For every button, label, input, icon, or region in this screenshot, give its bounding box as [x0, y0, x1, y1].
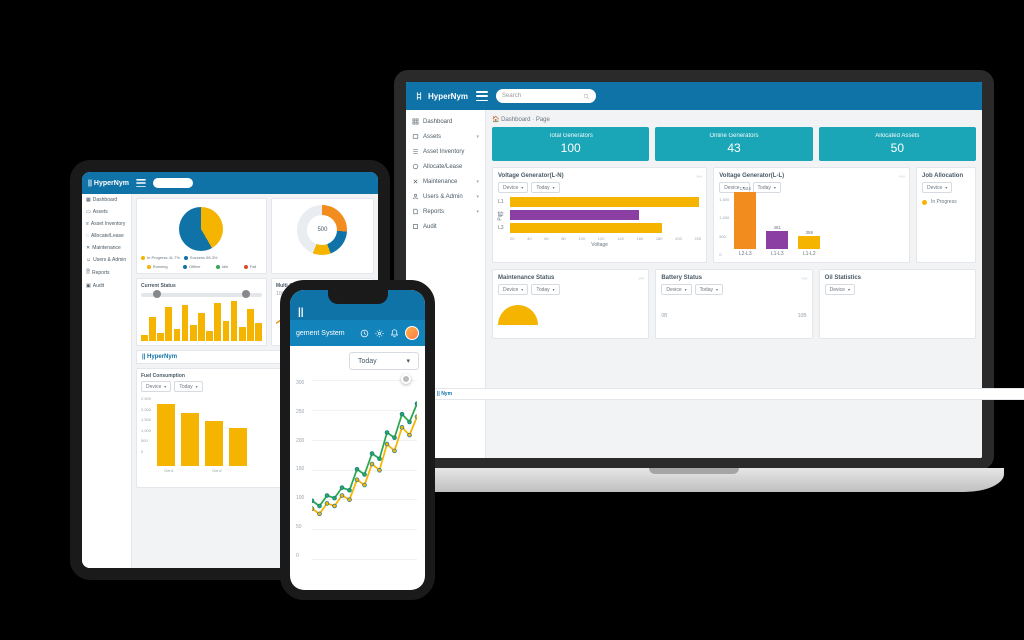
panel-title: Job Allocation: [922, 173, 970, 179]
bar-chart: [141, 301, 262, 341]
panel-battery: 〰 Battery Status Device▾ Today▾ 0B 10B: [655, 269, 812, 339]
expand-icon[interactable]: 〰: [899, 172, 905, 181]
laptop-device: HyperNym Search Dashboard Assets▾ Asset …: [384, 70, 1004, 492]
menu-toggle-icon[interactable]: [476, 91, 488, 101]
search-placeholder: Search: [502, 93, 521, 99]
period-select[interactable]: Today▾: [531, 182, 559, 193]
search-icon: [583, 93, 590, 100]
line-chart: 300250200150100500: [296, 376, 419, 584]
sidebar-item-audit[interactable]: Audit: [406, 219, 485, 234]
app-nav: gement System: [290, 320, 425, 346]
panel-title: Voltage Generator(L-N): [498, 173, 701, 179]
panel-title: Voltage Generator(L-L): [719, 173, 904, 179]
expand-icon[interactable]: 〰: [802, 274, 808, 283]
main-content: Today▾ 300250200150100500: [290, 346, 425, 590]
sidebar-item-assets[interactable]: Assets▾: [406, 129, 485, 144]
sidebar-item-lease[interactable]: Allocate/Lease: [406, 159, 485, 174]
device-select[interactable]: Device▾: [498, 284, 528, 295]
brand-strip: || Nym: [432, 388, 1024, 400]
panel-donut: 500: [271, 198, 374, 274]
laptop-screen: HyperNym Search Dashboard Assets▾ Asset …: [394, 70, 994, 470]
phone-notch: [328, 290, 388, 304]
range-slider[interactable]: [141, 293, 262, 297]
panel-current-status: Current Status: [136, 278, 267, 346]
page-title: gement System: [296, 330, 345, 337]
expand-icon[interactable]: 〰: [696, 172, 702, 181]
device-select[interactable]: Device▾: [825, 284, 855, 295]
search-input[interactable]: Search: [496, 89, 596, 103]
sidebar-item[interactable]: ≡ Asset Inventory: [82, 218, 131, 230]
pie-chart: [179, 207, 223, 251]
search-input[interactable]: [153, 178, 193, 188]
avatar[interactable]: [405, 326, 419, 340]
sidebar-item-maintenance[interactable]: Maintenance▾: [406, 174, 485, 189]
donut-center-value: 500: [272, 227, 373, 233]
main-content: 🏠 Dashboard · Page Total Generators100 O…: [486, 110, 982, 458]
sidebar-item-dashboard[interactable]: Dashboard: [406, 114, 485, 129]
status-legend: RunningOfflineIdleFail: [141, 264, 262, 269]
menu-toggle-icon[interactable]: [136, 179, 146, 187]
expand-icon[interactable]: 〰: [638, 274, 644, 283]
period-select[interactable]: Today▾: [531, 284, 559, 295]
brand-logo: || HyperNym: [88, 180, 129, 187]
bell-icon[interactable]: [390, 329, 399, 338]
laptop-base: [384, 468, 1004, 492]
stat-card-allocated[interactable]: Allocated Assets50: [819, 127, 976, 161]
sidebar-item[interactable]: ▭ Assets: [82, 206, 131, 218]
stat-card-online[interactable]: Online Generators43: [655, 127, 812, 161]
period-select[interactable]: Today▾: [695, 284, 723, 295]
period-select[interactable]: Today▾: [349, 352, 419, 370]
clock-icon[interactable]: [360, 329, 369, 338]
device-select[interactable]: Device▾: [661, 284, 691, 295]
sidebar-item[interactable]: 🗎 Reports: [82, 266, 131, 280]
gear-icon[interactable]: [375, 329, 384, 338]
panel-voltage-ll: 〰 Voltage Generator(L-L) Device▾ Today▾ …: [713, 167, 910, 263]
stat-cards: Total Generators100 Online Generators43 …: [492, 127, 976, 161]
panel-maintenance: 〰 Maintenance Status Device▾ Today▾: [492, 269, 649, 339]
app-header: HyperNym Search: [406, 82, 982, 110]
panel-voltage-ln: 〰 Voltage Generator(L-N) Device▾ Today▾ …: [492, 167, 707, 263]
legend-item: In Progress: [922, 199, 970, 205]
panel-job-allocation: Job Allocation Device▾ In Progress: [916, 167, 976, 263]
sidebar: ▦ Dashboard ▭ Assets ≡ Asset Inventory ◌…: [82, 194, 132, 568]
period-select[interactable]: Today▾: [174, 381, 202, 392]
voltage-ll-chart: 1,5001,0005000 1,524L2-L3481L1-L3359L1-L…: [719, 197, 904, 257]
stat-card-total[interactable]: Total Generators100: [492, 127, 649, 161]
panel-oil: Oil Statistics Device▾: [819, 269, 976, 339]
sidebar-item[interactable]: ☺ Users & Admin: [82, 254, 131, 266]
breadcrumb: 🏠 Dashboard · Page: [492, 116, 976, 123]
voltage-ln-chart: Port L1L2L320406080100120140160180200220…: [498, 197, 701, 248]
sidebar-item[interactable]: ◌ Allocate/Lease: [82, 230, 131, 242]
phone-device: || gement System Today▾ 3002502001501005…: [280, 280, 435, 600]
device-select[interactable]: Device▾: [922, 182, 952, 193]
device-select[interactable]: Device▾: [498, 182, 528, 193]
panel-pie: In Progress 41.7%Success 58.3% RunningOf…: [136, 198, 267, 274]
sidebar-item-inventory[interactable]: Asset Inventory: [406, 144, 485, 159]
sidebar-item[interactable]: ✕ Maintenance: [82, 242, 131, 254]
device-select[interactable]: Device▾: [141, 381, 171, 392]
slider-handle[interactable]: [401, 374, 411, 384]
app-header: || HyperNym: [82, 172, 378, 194]
pie-legend: In Progress 41.7%Success 58.3%: [141, 255, 262, 260]
brand-logo: HyperNym: [414, 91, 468, 101]
sidebar-item[interactable]: ▣ Audit: [82, 280, 131, 292]
sidebar-item-users[interactable]: Users & Admin▾: [406, 189, 485, 204]
brand-name: HyperNym: [428, 92, 468, 101]
sidebar-item-reports[interactable]: Reports▾: [406, 204, 485, 219]
sidebar-item[interactable]: ▦ Dashboard: [82, 194, 131, 206]
